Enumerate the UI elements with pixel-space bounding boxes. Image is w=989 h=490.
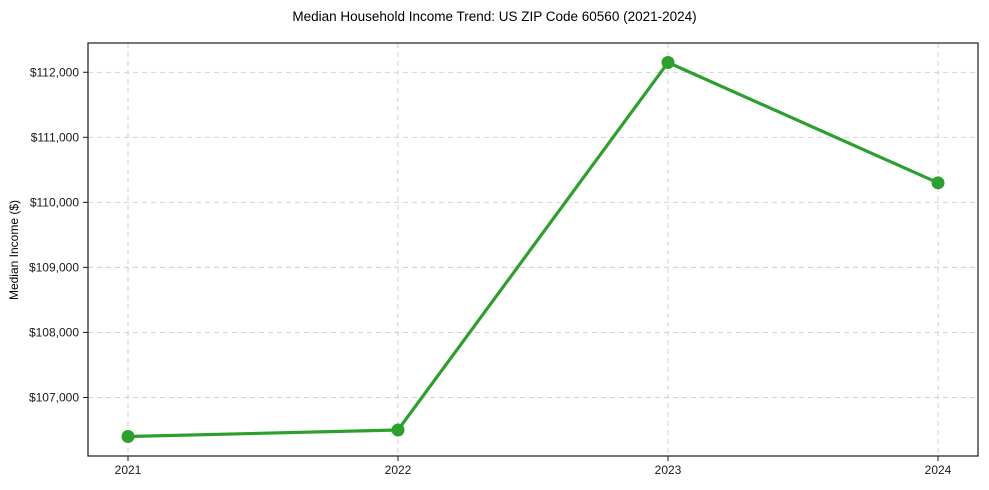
y-tick-label: $107,000 (29, 390, 79, 404)
axes-box (87, 42, 979, 457)
y-tick-label: $110,000 (30, 195, 79, 209)
chart-title: Median Household Income Trend: US ZIP Co… (292, 9, 697, 24)
x-tick-label: 2021 (115, 463, 142, 477)
y-tick-label: $109,000 (29, 260, 79, 274)
data-point (661, 56, 675, 70)
y-tick-label: $112,000 (30, 65, 79, 79)
x-tick-label: 2024 (925, 463, 952, 477)
data-point (121, 429, 135, 443)
y-tick-label: $108,000 (29, 325, 79, 339)
data-point (931, 176, 945, 190)
data-point (391, 423, 405, 437)
x-tick-label: 2023 (655, 463, 682, 477)
trend-line (126, 60, 940, 439)
x-tick-label: 2022 (385, 463, 412, 477)
y-tick-label: $111,000 (31, 130, 80, 144)
